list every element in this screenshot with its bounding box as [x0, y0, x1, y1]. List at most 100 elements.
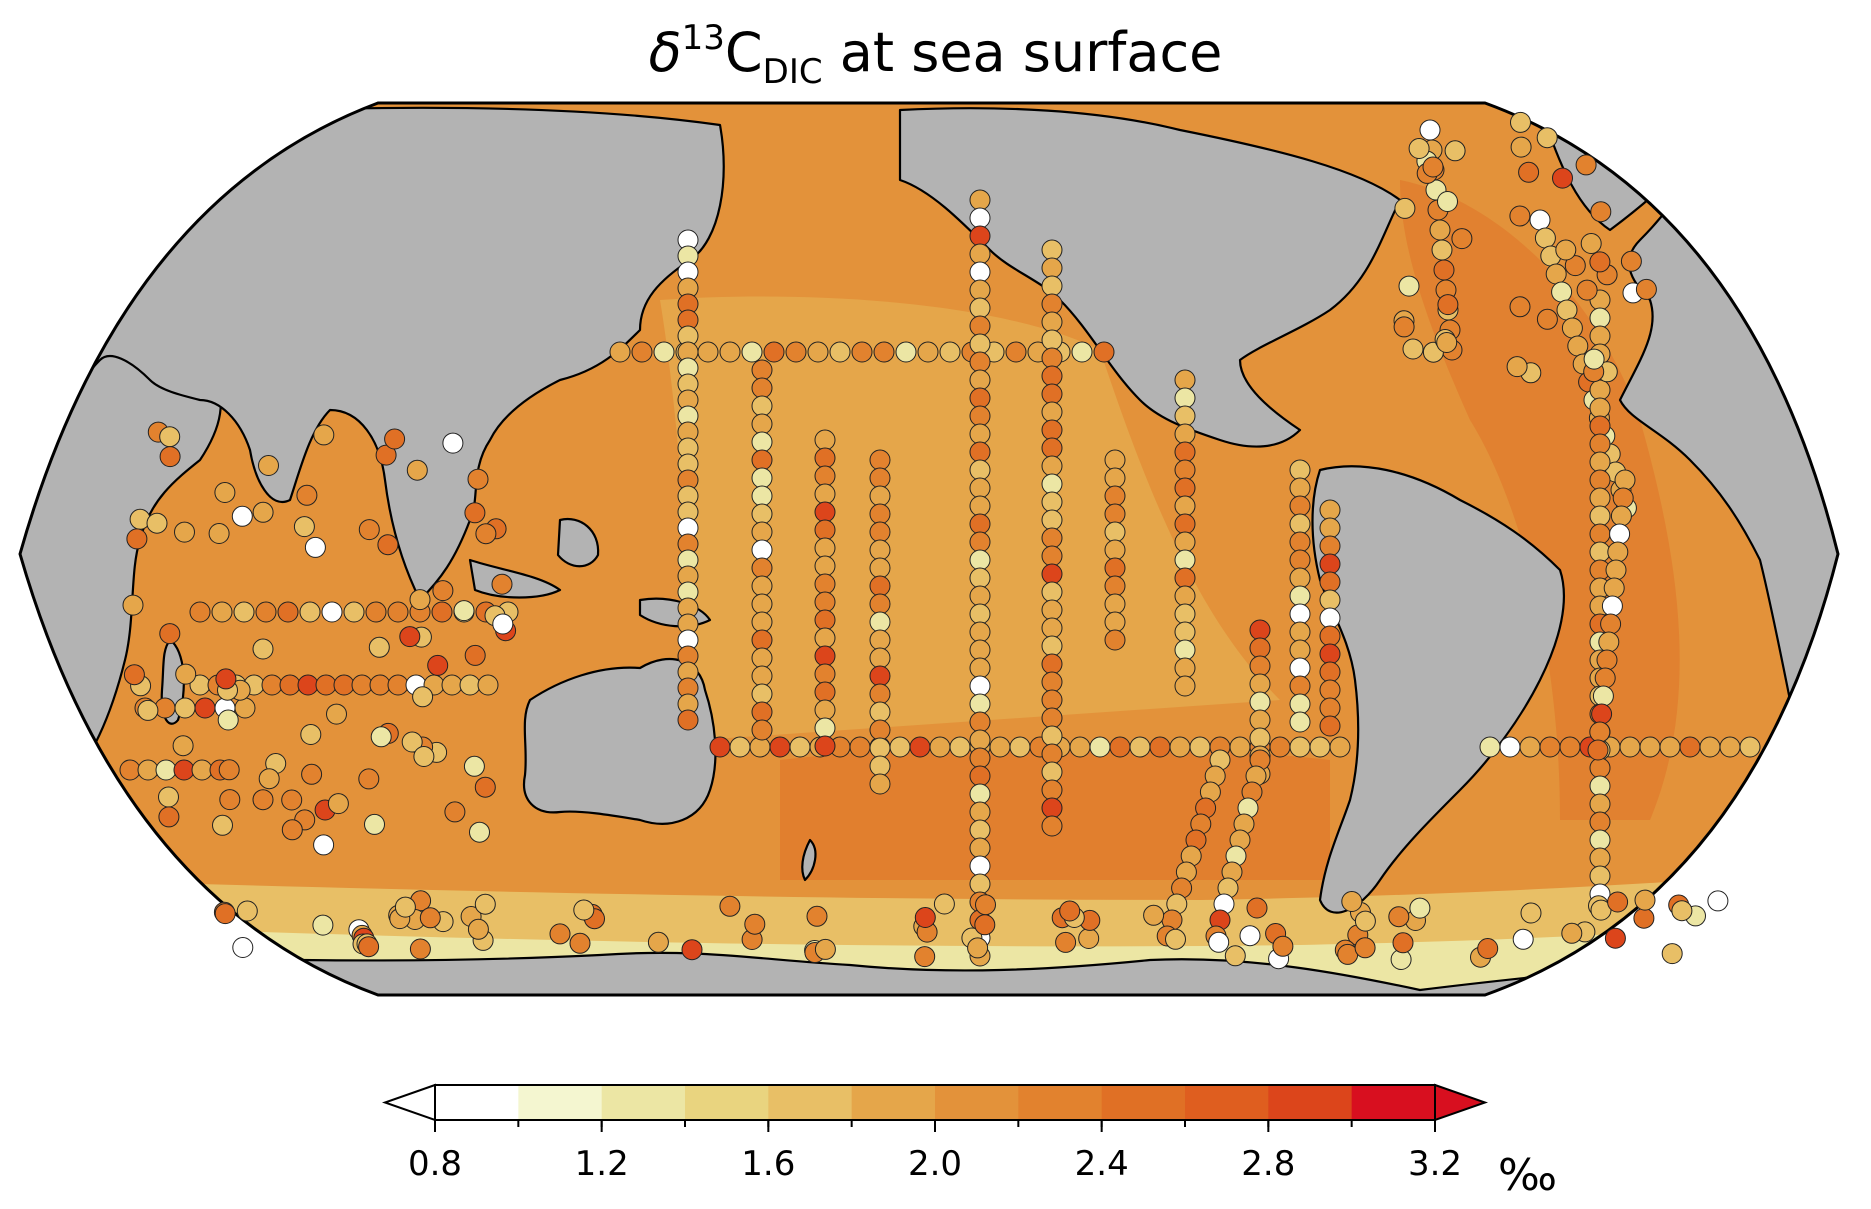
observation-point — [1518, 161, 1540, 183]
observation-point — [1509, 296, 1531, 318]
map-frame — [18, 101, 1840, 997]
colorbar-extend-low — [381, 1083, 436, 1122]
observation-point — [137, 699, 159, 721]
observation-point — [1394, 197, 1416, 219]
observation-point — [277, 601, 299, 623]
observation-point — [358, 768, 380, 790]
observation-point — [384, 428, 406, 450]
observation-point — [368, 636, 390, 658]
observation-point — [1589, 251, 1611, 273]
observation-point — [1329, 736, 1351, 758]
observation-point — [1165, 928, 1186, 950]
observation-point — [1409, 897, 1431, 919]
observation-point — [208, 523, 230, 544]
observation-point — [211, 601, 233, 623]
colorbar-segments — [381, 1083, 1489, 1122]
observation-point — [427, 654, 449, 676]
observation-point — [1341, 891, 1363, 912]
observation-point — [1354, 937, 1376, 959]
observation-point — [1552, 167, 1573, 189]
australia — [522, 658, 717, 825]
observation-point — [399, 626, 421, 648]
observation-point — [1583, 348, 1605, 370]
colorbar-segment — [1101, 1085, 1186, 1120]
colorbar-segment — [435, 1085, 519, 1120]
observation-point — [387, 601, 409, 623]
observation-point — [492, 613, 514, 635]
observation-point — [1580, 233, 1602, 254]
observation-point — [653, 341, 675, 363]
observation-point — [258, 768, 280, 790]
observation-point — [313, 424, 335, 446]
observation-point — [1587, 739, 1609, 761]
colorbar-segment — [935, 1085, 1019, 1120]
observation-point — [477, 674, 499, 696]
borneo — [556, 517, 600, 568]
observation-point — [569, 932, 591, 954]
observation-point — [467, 468, 489, 490]
title-rest: at sea surface — [822, 21, 1223, 84]
observation-point — [1635, 278, 1657, 300]
observation-point — [394, 896, 416, 918]
observation-point — [814, 938, 836, 960]
observation-point — [252, 638, 274, 660]
observation-point — [343, 601, 365, 623]
observation-point — [719, 895, 741, 917]
observation-point — [281, 819, 303, 841]
observation-point — [829, 341, 851, 363]
observation-point — [869, 773, 891, 795]
observation-point — [785, 341, 807, 363]
observation-point — [401, 731, 423, 753]
observation-point — [1444, 140, 1466, 162]
observation-point — [123, 664, 145, 686]
observation-point — [873, 341, 895, 363]
observation-point — [409, 938, 431, 960]
observation-point — [1510, 136, 1532, 158]
observation-point — [1246, 897, 1268, 919]
observation-point — [1143, 904, 1165, 926]
observation-point — [1671, 900, 1693, 922]
eurasia-landmass — [20, 106, 725, 602]
observation-point — [159, 623, 181, 645]
observation-point — [1520, 902, 1542, 924]
title-delta: δ — [648, 21, 682, 84]
observation-point — [365, 601, 387, 623]
observation-point — [296, 484, 318, 506]
observation-point — [1224, 945, 1246, 967]
observation-point — [1607, 891, 1629, 913]
observation-point — [1393, 316, 1415, 338]
colorbar-segment — [768, 1085, 853, 1120]
observation-point — [326, 703, 347, 725]
colorbar-tick-label: 0.8 — [408, 1144, 462, 1184]
observation-point — [1634, 889, 1656, 911]
observation-point — [1436, 332, 1458, 353]
observation-point — [1575, 154, 1597, 176]
colorbar-segment — [1268, 1085, 1353, 1120]
observation-point — [442, 432, 464, 454]
observation-point — [1661, 943, 1683, 965]
observation-point — [301, 763, 323, 785]
colorbar-tick-label: 2.8 — [1241, 1144, 1295, 1184]
title-main: C — [724, 21, 763, 84]
observation-point — [1392, 932, 1414, 954]
observation-point — [1509, 205, 1531, 227]
observation-point — [321, 601, 343, 623]
observation-point — [364, 813, 385, 835]
observation-point — [1512, 928, 1534, 950]
observation-point — [609, 341, 631, 363]
observation-point — [214, 482, 236, 503]
observation-point — [933, 893, 955, 915]
observation-point — [914, 907, 936, 928]
observation-point — [1289, 711, 1311, 733]
observation-point — [1402, 338, 1424, 360]
observation-point — [236, 900, 258, 922]
observation-point — [126, 528, 148, 550]
observation-point — [370, 726, 392, 748]
observation-point — [159, 446, 181, 468]
observation-point — [1005, 341, 1027, 363]
title-superscript: 13 — [681, 18, 725, 58]
observation-point — [974, 914, 996, 936]
observation-point — [377, 534, 399, 556]
colorbar-segment — [685, 1085, 769, 1120]
